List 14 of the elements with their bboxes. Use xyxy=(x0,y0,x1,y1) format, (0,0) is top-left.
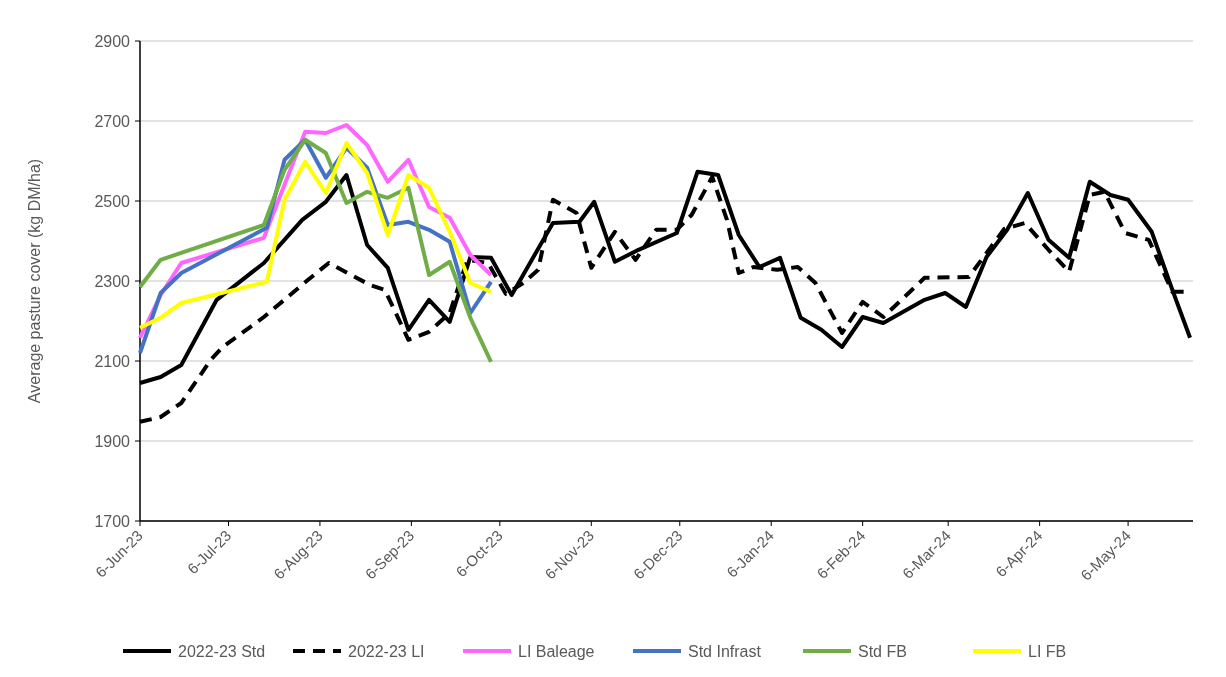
legend-label: Std FB xyxy=(858,642,907,660)
legend-label: LI FB xyxy=(1028,642,1067,660)
y-tick-label: 1900 xyxy=(94,432,131,450)
y-tick-label: 1700 xyxy=(94,512,131,530)
y-tick-label: 2700 xyxy=(94,112,131,130)
y-axis-title: Average pasture cover (kg DM/ha) xyxy=(26,158,43,404)
y-tick-label: 2100 xyxy=(94,352,131,370)
legend-label: LI Baleage xyxy=(518,642,595,660)
y-tick-label: 2300 xyxy=(94,272,131,290)
legend-label: 2022-23 Std xyxy=(178,642,266,660)
y-tick-label: 2500 xyxy=(94,192,131,210)
legend-label: 2022-23 LI xyxy=(348,642,425,660)
y-tick-label: 2900 xyxy=(94,32,131,50)
legend-label: Std Infrast xyxy=(688,642,762,660)
